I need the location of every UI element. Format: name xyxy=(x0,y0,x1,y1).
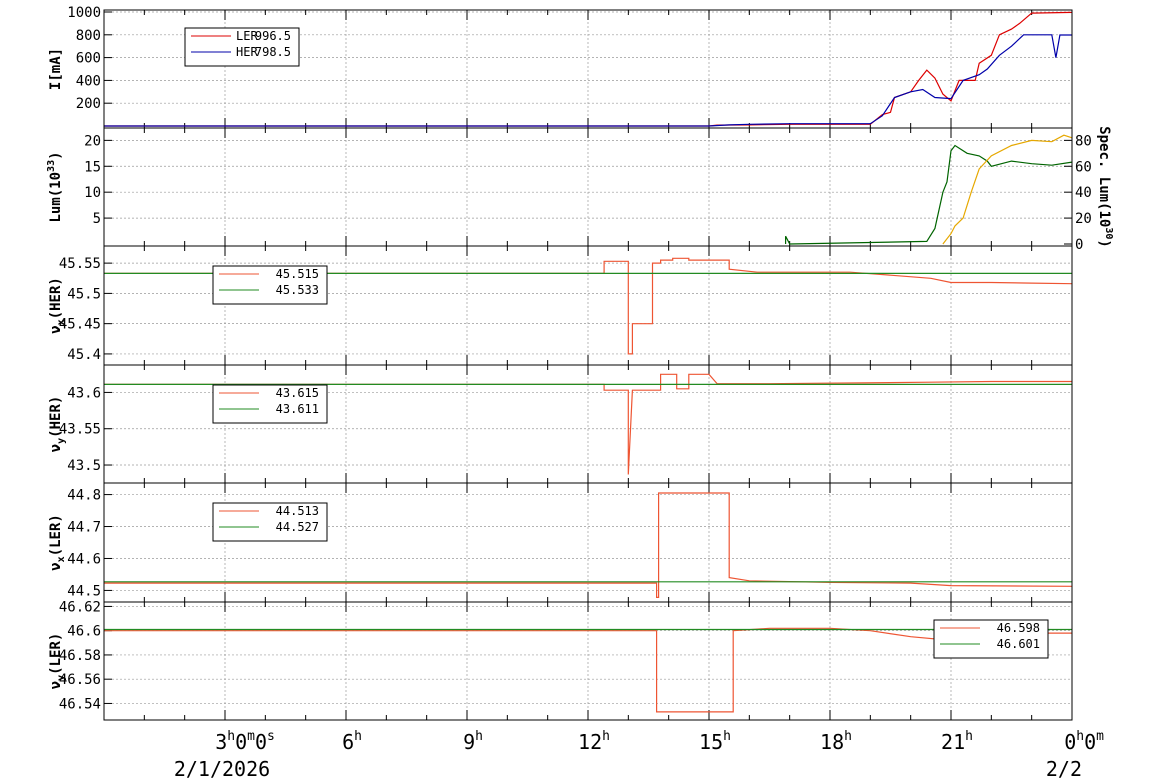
y-axis-label: νy(HER) xyxy=(48,396,67,453)
y-tick-label: 1000 xyxy=(67,5,101,21)
y-tick-label: 46.62 xyxy=(59,599,101,615)
series-line-HER xyxy=(104,34,1072,127)
y-tick-label: 43.55 xyxy=(59,422,101,438)
y-axis-label: I[mA] xyxy=(48,48,64,90)
y-tick-label: 10 xyxy=(84,185,101,201)
y-tick-label: 45.55 xyxy=(59,256,101,272)
y-axis-label: νy(LER) xyxy=(48,633,67,690)
x-tick-label: 6h xyxy=(342,729,362,754)
x-date-end: 2/2 xyxy=(1046,757,1082,781)
y-tick-label: 43.5 xyxy=(67,458,101,474)
legend-box xyxy=(212,265,328,305)
legend: 43.615 43.611 xyxy=(212,384,328,424)
x-date-start: 2/1/2026 xyxy=(174,757,270,781)
x-tick-label: 21h xyxy=(941,729,973,754)
legend-value: 46.598 xyxy=(997,621,1040,635)
y2-tick-label: 0 xyxy=(1075,237,1083,253)
y-tick-label: 5 xyxy=(93,211,101,227)
panel-nuy_ler: 46.5446.5646.5846.646.62νy(LER)46.59846.… xyxy=(48,599,1073,721)
y-tick-label: 800 xyxy=(76,28,101,44)
y-tick-label: 600 xyxy=(76,51,101,67)
legend-value: 45.515 xyxy=(276,267,319,281)
legend-value: 46.601 xyxy=(997,637,1040,651)
y2-tick-label: 80 xyxy=(1075,133,1092,149)
x-tick-label: 3h0m0s xyxy=(215,729,275,754)
x-tick-label: 9h xyxy=(463,729,483,754)
y2-tick-label: 40 xyxy=(1075,185,1092,201)
y-tick-label: 44.8 xyxy=(67,488,101,504)
y2-tick-label: 20 xyxy=(1075,211,1092,227)
legend-value: 44.527 xyxy=(276,520,319,534)
panel-nux_her: 45.4 45.45 45.5 45.55 νx(HER) 45.515 45.533 xyxy=(48,245,1073,366)
legend-box xyxy=(212,384,328,424)
x-tick-label: 18h xyxy=(820,729,852,754)
y-tick-label: 46.6 xyxy=(67,624,101,640)
panel-frame xyxy=(103,601,1073,721)
legend-value: 45.533 xyxy=(276,283,319,297)
y2-axis-label: Spec. Lum(1030) xyxy=(1096,126,1114,248)
panel-nuy_her: 43.5 43.55 43.6νy(HER) 43.615 43.611 xyxy=(48,364,1073,484)
x-tick-label: 12h xyxy=(578,729,610,754)
series-line-trace-0 xyxy=(104,492,1073,599)
legend-box xyxy=(212,502,328,542)
y-tick-label: 200 xyxy=(76,96,101,112)
legend-box xyxy=(933,619,1049,659)
y-axis-label: νx(LER) xyxy=(48,514,67,571)
y-tick-label: 44.6 xyxy=(67,551,101,567)
y-tick-label: 46.56 xyxy=(59,672,101,688)
series-line-trace-0 xyxy=(104,257,1073,355)
series-line-Spec xyxy=(942,134,1073,245)
legend-label: LER xyxy=(236,29,258,43)
x-axis: 3h0m0s 6h 9h 12h 15h 18h 21h 0h0m 2/1/2026 2/2 xyxy=(174,729,1104,781)
y-tick-label: 44.7 xyxy=(67,520,101,536)
legend: 46.598 46.601 xyxy=(933,619,1049,659)
y-tick-label: 44.5 xyxy=(67,583,101,599)
series-line-trace-0 xyxy=(104,373,1072,475)
y-tick-label: 46.58 xyxy=(59,648,101,664)
x-tick-label: 0h0m xyxy=(1064,729,1104,754)
y-tick-label: 45.4 xyxy=(67,347,101,363)
legend-value: 43.615 xyxy=(276,386,319,400)
y-tick-label: 400 xyxy=(76,73,101,89)
legend-value: 798.5 xyxy=(255,45,291,59)
series-line-Lum xyxy=(784,144,1073,245)
y-tick-label: 45.45 xyxy=(59,317,101,333)
panel-nux_ler: 44.5 44.6 44.7 44.8νx(LER) 44.513 44.527 xyxy=(48,482,1073,603)
y-tick-label: 15 xyxy=(84,159,101,175)
legend-value: 996.5 xyxy=(255,29,291,43)
y-axis-label: νx(HER) xyxy=(48,277,67,334)
legend-value: 44.513 xyxy=(276,504,319,518)
legend-value: 43.611 xyxy=(276,402,319,416)
y2-tick-label: 60 xyxy=(1075,159,1092,175)
panel-luminosity: 5 10 15 20 Lum(1033) 0 20 40 60 80 Spec. Lum(1030) xyxy=(46,126,1114,253)
y-tick-label: 46.54 xyxy=(59,696,101,712)
y-tick-label: 45.5 xyxy=(67,286,101,302)
legend: 44.513 44.527 xyxy=(212,502,328,542)
legend: 45.515 45.533 xyxy=(212,265,328,305)
legend-box xyxy=(184,27,300,67)
legend-label: HER xyxy=(236,45,258,59)
y-axis-label: Lum(1033) xyxy=(46,151,64,222)
y-tick-label: 43.6 xyxy=(67,385,101,401)
y-tick-label: 20 xyxy=(84,133,101,149)
x-tick-label: 15h xyxy=(699,729,731,754)
